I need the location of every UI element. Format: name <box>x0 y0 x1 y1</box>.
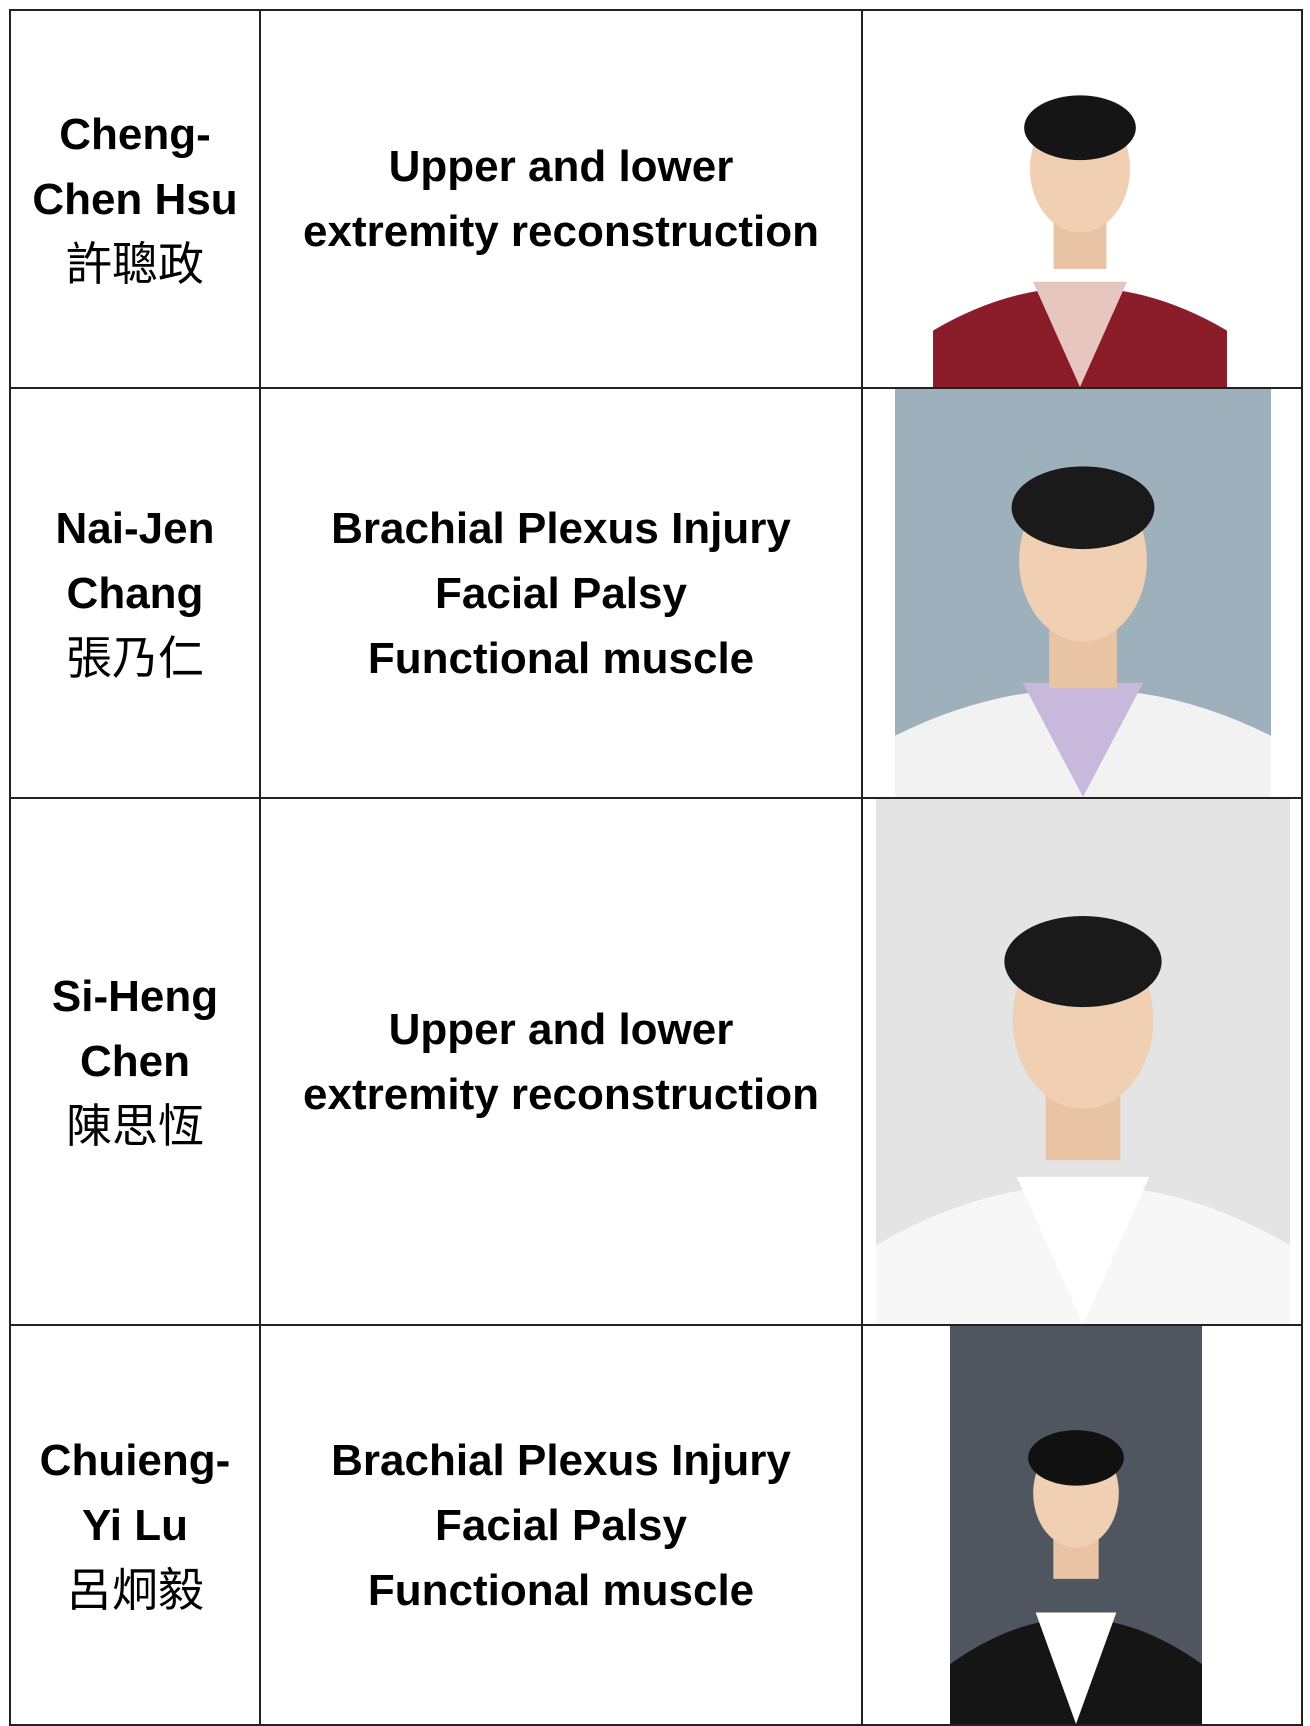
hair <box>1024 95 1136 161</box>
hair <box>1004 916 1162 1008</box>
table-row: Cheng- Chen Hsu 許聰政 Upper and lower extremit… <box>9 9 1303 389</box>
surgeon-table: Cheng- Chen Hsu 許聰政 Upper and lower extremit… <box>9 9 1303 1726</box>
specialty-line: Brachial Plexus Injury <box>331 1435 791 1485</box>
table-body: Cheng- Chen Hsu 許聰政 Upper and lower extremit… <box>9 9 1303 1726</box>
collar <box>1035 1612 1117 1724</box>
photo-cell <box>861 797 1303 1326</box>
portrait-photo <box>876 799 1290 1324</box>
photo-cell <box>861 387 1303 799</box>
photo-cell <box>861 9 1303 389</box>
name-cell: Chuieng- Yi Lu 呂炯毅 <box>9 1324 261 1726</box>
portrait-photo <box>933 11 1227 387</box>
collar <box>1032 281 1128 387</box>
chinese-name: 張乃仁 <box>66 630 204 685</box>
collar <box>1016 1177 1150 1324</box>
specialty-line: Facial Palsy <box>435 1500 687 1550</box>
name-line: Chuieng- <box>39 1435 231 1485</box>
name-line: Si-Heng <box>51 972 219 1021</box>
name-cell: Si-Heng Chen 陳思恆 <box>9 797 261 1326</box>
table-row: Si-Heng Chen 陳思恆 Upper and lower extremity r… <box>9 797 1303 1326</box>
portrait-photo <box>895 389 1271 797</box>
specialty-line: Upper and lower <box>388 142 734 191</box>
specialty-line: Functional muscle <box>367 1565 755 1615</box>
collar <box>1022 682 1144 797</box>
specialty-line: Functional muscle <box>367 633 755 683</box>
table-row: Nai-Jen Chang 張乃仁 Brachial Plexus Injury Fac… <box>9 387 1303 799</box>
table-row: Chuieng- Yi Lu 呂炯毅 Brachial Plexus Injury Fa… <box>9 1324 1303 1726</box>
portrait-photo <box>950 1326 1202 1724</box>
hair <box>1011 466 1155 550</box>
specialty-cell: Upper and lower extremity reconstruction <box>259 9 863 389</box>
name-line: Cheng- <box>59 109 211 159</box>
name-line: Yi Lu <box>82 1500 188 1550</box>
name-cell: Nai-Jen Chang 張乃仁 <box>9 387 261 799</box>
chinese-name: 許聰政 <box>66 236 204 291</box>
specialty-line: extremity reconstruction <box>303 1069 819 1119</box>
specialty-line: Facial Palsy <box>435 568 687 618</box>
name-line: Nai-Jen <box>55 503 215 553</box>
specialty-line: extremity reconstruction <box>303 207 819 256</box>
name-line: Chen <box>80 1037 190 1086</box>
chinese-name: 陳思恆 <box>66 1099 204 1153</box>
specialty-cell: Brachial Plexus Injury Facial Palsy Functi… <box>259 387 863 799</box>
name-cell: Cheng- Chen Hsu 許聰政 <box>9 9 261 389</box>
hair <box>1028 1430 1124 1486</box>
chinese-name: 呂炯毅 <box>66 1562 204 1617</box>
specialty-cell: Brachial Plexus Injury Facial Palsy Functi… <box>259 1324 863 1726</box>
specialty-cell: Upper and lower extremity reconstruction <box>259 797 863 1326</box>
name-line: Chang <box>66 568 204 618</box>
specialty-line: Upper and lower <box>388 1004 734 1054</box>
name-line: Chen Hsu <box>32 174 238 224</box>
photo-cell <box>861 1324 1303 1726</box>
specialty-line: Brachial Plexus Injury <box>331 503 791 553</box>
